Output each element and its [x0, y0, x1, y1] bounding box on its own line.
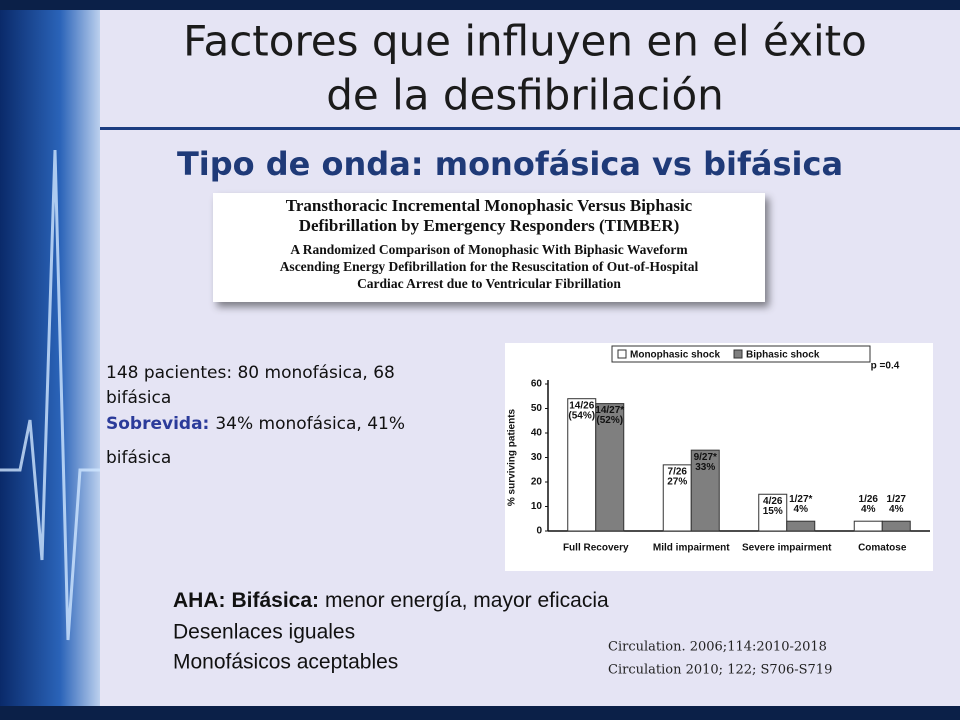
value-label: (54%)	[568, 410, 595, 421]
value-label: 1/27*	[789, 494, 812, 505]
paper-box	[213, 193, 765, 302]
value-label: 27%	[667, 476, 687, 487]
annotation: p =0.4	[871, 361, 900, 372]
summary-line: bifásica	[106, 448, 171, 468]
aha-text: menor energía, mayor eficacia	[325, 589, 609, 612]
bar	[690, 449, 720, 532]
value-label: 4%	[889, 504, 904, 515]
value-label: 7/26	[668, 466, 688, 477]
bar	[881, 520, 911, 532]
value-label: 4%	[794, 504, 809, 515]
y-tick-label: 30	[531, 452, 543, 463]
paper-subtitle: Cardiac Arrest due to Ventricular Fibril…	[357, 276, 621, 291]
value-label: 15%	[763, 506, 783, 517]
value-label: 4/26	[763, 496, 783, 507]
bar	[853, 520, 883, 532]
value-label: 14/27*	[595, 405, 624, 416]
value-label: 1/26	[859, 494, 879, 505]
value-label: 1/27	[887, 494, 907, 505]
title-line: Factores que influyen en el éxito	[183, 17, 867, 66]
x-tick-label: Comatose	[858, 543, 907, 554]
aha-line: Monofásicos aceptables	[173, 651, 398, 674]
top-border	[0, 0, 960, 10]
subtitle: Tipo de onda: monofásica vs bifásica	[177, 145, 843, 183]
value-label: 33%	[695, 462, 715, 473]
aha-line: AHA: Bifásica: menor energía, mayor eficac…	[173, 589, 609, 612]
bar	[786, 520, 816, 532]
side-strip	[0, 0, 100, 720]
x-tick-label: Mild impairment	[653, 543, 730, 554]
bar	[758, 493, 788, 532]
bar	[595, 403, 625, 532]
value-label: 14/26	[569, 400, 594, 411]
y-tick-label: 50	[531, 403, 543, 414]
y-tick-label: 0	[536, 526, 542, 537]
value-label: 9/27*	[694, 452, 717, 463]
y-tick-label: 10	[531, 501, 543, 512]
citation: Circulation 2010; 122; S706-S719	[608, 663, 832, 678]
survival-label: Sobrevida:	[106, 414, 209, 434]
bottom-border	[0, 706, 960, 720]
title-rule	[100, 127, 960, 130]
value-label: 4%	[861, 504, 876, 515]
citation: Circulation. 2006;114:2010-2018	[608, 640, 827, 655]
bar	[567, 398, 597, 532]
value-label: (52%)	[596, 415, 623, 426]
aha-line: Desenlaces iguales	[173, 621, 355, 644]
paper-subtitle: Ascending Energy Defibrillation for the …	[280, 259, 699, 274]
aha-key: Bifásica:	[232, 589, 320, 612]
ecg-line	[0, 149, 100, 641]
legend-swatch	[617, 349, 627, 359]
x-tick-label: Severe impairment	[742, 543, 832, 554]
y-tick-label: 20	[531, 477, 543, 488]
y-axis-label: % surviving patients	[507, 408, 518, 506]
x-tick-label: Full Recovery	[563, 543, 629, 554]
y-tick-label: 60	[531, 379, 543, 390]
title-line: de la desfibrilación	[326, 71, 724, 120]
legend-swatch	[733, 349, 743, 359]
legend-label: Biphasic shock	[746, 350, 820, 361]
summary-line: 148 pacientes: 80 monofásica, 68	[106, 363, 395, 383]
paper-subtitle: A Randomized Comparison of Monophasic Wi…	[290, 242, 688, 257]
legend-label: Monophasic shock	[630, 350, 720, 361]
summary-line: Sobrevida: 34% monofásica, 41%	[106, 414, 405, 434]
survival-text: 34% monofásica, 41%	[215, 414, 405, 434]
summary-line: bifásica	[106, 388, 171, 408]
aha-label: AHA:	[173, 589, 226, 612]
paper-title: Defibrillation by Emergency Responders (…	[299, 216, 680, 235]
y-tick-label: 40	[531, 428, 543, 439]
paper-title: Transthoracic Incremental Monophasic Ver…	[286, 196, 693, 215]
